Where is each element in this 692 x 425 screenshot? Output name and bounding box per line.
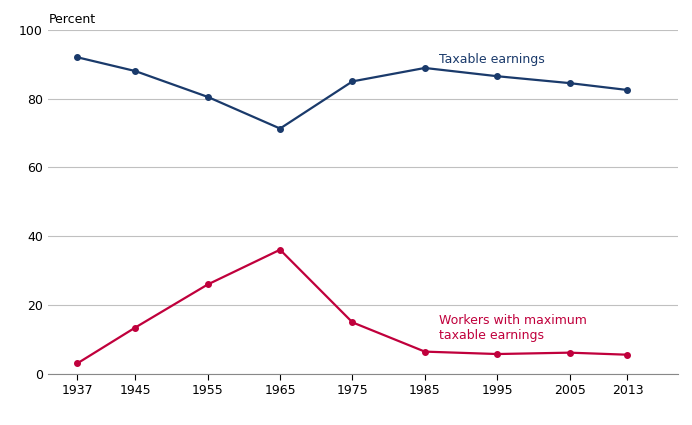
Text: Workers with maximum
taxable earnings: Workers with maximum taxable earnings xyxy=(439,314,588,342)
Text: Taxable earnings: Taxable earnings xyxy=(439,53,545,65)
Text: Percent: Percent xyxy=(48,13,95,26)
